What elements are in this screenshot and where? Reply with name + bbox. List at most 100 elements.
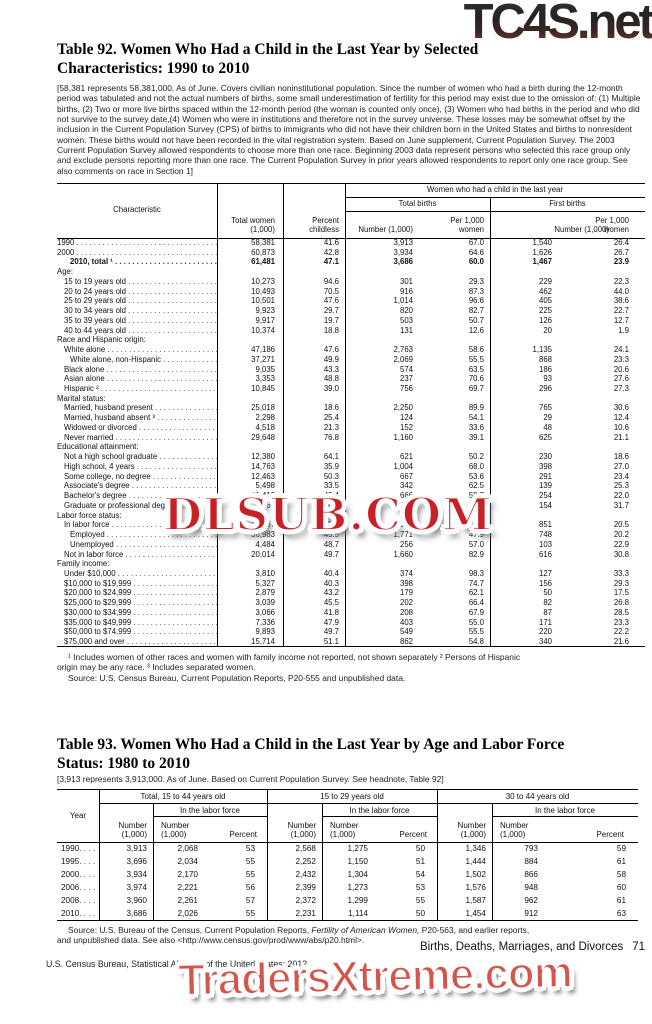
cell: 20.5 [613,520,629,530]
cell: 3,960 [126,896,148,905]
cell: 152 [399,422,413,432]
cell: 21.3 [323,422,339,432]
row-label: $10,000 to $19,999 . . . . . . . . . . .… [64,578,217,588]
row-label: 15 to 19 years old . . . . . . . . . . .… [64,276,217,286]
cell: 19.7 [323,315,339,325]
table-rule [345,197,645,198]
cell: 28.5 [613,607,629,617]
cell: 57.0 [468,539,484,549]
cell: 621 [399,452,413,462]
cell: 503 [399,315,413,325]
cell: 87.3 [468,286,484,296]
table-row: Employed . . . . . . . . . . . . . . . .… [57,530,645,540]
table-row: $50,000 to $74,999 . . . . . . . . . . .… [57,627,645,637]
row-label: White alone, non-Hispanic . . . . . . . … [70,354,217,364]
cell: 862 [399,637,413,647]
cell: 10,501 [251,296,275,306]
cell: 667 [399,471,413,481]
cell: 27.0 [613,461,629,471]
table93-source: Source: U.S. Bureau of the Census, Curre… [57,925,642,946]
col-header-group-30-44: 30 to 44 years old [505,792,570,801]
source-italic-title: Fertility of American Women, [311,925,420,935]
cell: 47.9 [468,530,484,540]
cell: 25,018 [251,403,275,413]
cell: 57 [245,896,255,905]
cell: 10,273 [251,276,275,286]
cell: 948 [524,883,538,892]
table-rule [283,183,284,646]
table93-headnote: [3,913 represents 3,913,000. As of June.… [57,774,444,784]
row-label: 30 to 34 years old . . . . . . . . . . .… [64,306,217,316]
cell: 131 [399,325,413,335]
cell: 56 [245,883,255,892]
cell: 20,014 [251,549,275,559]
cell: 2,399 [295,883,317,892]
cell: 3,066 [255,607,275,617]
cell: 40.3 [323,578,339,588]
cell [283,559,345,569]
row-label: 2008. . . . [61,896,96,905]
cell: 12,380 [251,452,275,462]
cell: 50 [415,844,425,853]
cell: 24.1 [613,345,629,355]
table-row: Not a high school graduate . . . . . . .… [57,452,645,462]
table-row: Unemployed . . . . . . . . . . . . . . .… [57,540,645,550]
cell: 2,763 [393,345,413,355]
cell: 21.1 [613,432,629,442]
cell: 41,467 [251,520,275,530]
cell: 68.0 [468,461,484,471]
cell: 82.9 [468,549,484,559]
row-label: Race and Hispanic origin: [57,335,146,345]
cell: 3,039 [255,598,275,608]
cell: 48.8 [323,374,339,384]
table-row: Never married . . . . . . . . . . . . . … [57,433,645,443]
col-header-number: Number (1,000) [287,821,316,839]
cell: 1,467 [532,257,552,267]
col-header-in-labor-force: In the labor force [534,805,596,815]
cell: 1,004 [393,461,413,471]
cell: 3,913 [126,844,148,853]
cell: 2,068 [177,844,199,853]
cell: 11,412 [251,491,275,501]
cell: 66.4 [468,598,484,608]
cell: 756 [399,384,413,394]
cell: 43.3 [323,364,339,374]
cell: 916 [399,286,413,296]
table-rule [57,183,645,184]
cell: 67.9 [468,607,484,617]
imprint: U.S. Census Bureau, Statistical Abstract… [46,959,308,969]
cell [566,267,645,277]
table-row: 20 to 24 years old . . . . . . . . . . .… [57,287,645,297]
cell: 4,518 [255,422,275,432]
cell: 2,231 [295,909,317,918]
cell: 1,660 [393,549,413,559]
cell: 29 [543,413,552,423]
table92-title-line2: Characteristics: 1990 to 2010 [57,60,250,77]
table-row: Widowed or divorced . . . . . . . . . . … [57,423,645,433]
cell [566,394,645,404]
cell: 22.9 [613,539,629,549]
cell: 50.2 [468,452,484,462]
cell: 45.8 [323,520,339,530]
table-row: $10,000 to $19,999 . . . . . . . . . . .… [57,579,645,589]
cell: 17.5 [613,588,629,598]
cell: 15,714 [251,637,275,647]
row-label: Family income: [57,559,110,569]
row-label: Unemployed . . . . . . . . . . . . . . .… [70,539,217,549]
cell: 62.5 [468,481,484,491]
cell: 296 [538,384,552,394]
cell: 868 [538,354,552,364]
cell: 10.6 [613,422,629,432]
cell: 1,275 [347,844,369,853]
col-header-per1000-first: Per 1,000 women [595,216,629,235]
table-rule [492,803,493,920]
cell: 1,576 [465,883,487,892]
cell: 9,893 [255,627,275,637]
cell: 127 [538,568,552,578]
cell: 2,170 [177,870,199,879]
cell: 398 [538,461,552,471]
cell: 93 [543,374,552,384]
table-row: 25 to 29 years old . . . . . . . . . . .… [57,296,645,306]
table-rule [492,816,638,817]
table-row: Some college, no degree . . . . . . . . … [57,472,645,482]
